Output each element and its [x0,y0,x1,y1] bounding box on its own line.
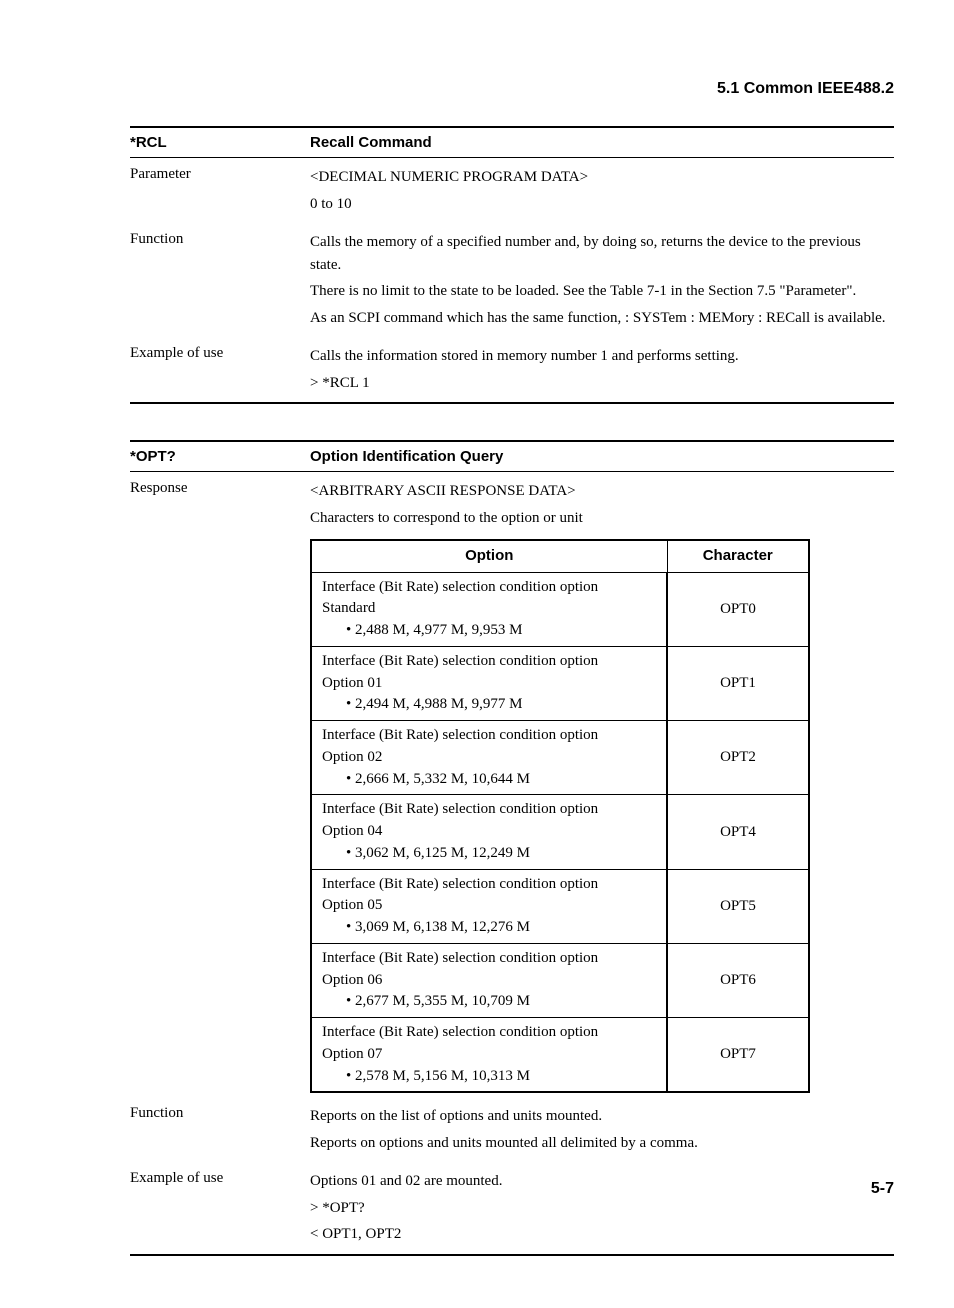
response-row: Response <ARBITRARY ASCII RESPONSE DATA>… [130,472,894,1097]
text-line: Characters to correspond to the option o… [310,507,894,530]
field-label: Parameter [130,166,310,183]
field-label: Function [130,231,310,248]
example-row: Example of use Options 01 and 02 are mou… [130,1162,894,1254]
section-header: 5.1 Common IEEE488.2 [130,80,894,98]
table-header: Option [311,540,667,572]
field-label: Function [130,1105,310,1122]
character-cell: OPT2 [667,721,809,795]
rule [130,402,894,404]
parameter-row: Parameter <DECIMAL NUMERIC PROGRAM DATA>… [130,158,894,223]
character-cell: OPT4 [667,795,809,869]
example-row: Example of use Calls the information sto… [130,337,894,402]
text-line: Option 02 [322,747,656,769]
character-cell: OPT0 [667,572,809,646]
field-value: Reports on the list of options and units… [310,1105,894,1158]
table-row: Interface (Bit Rate) selection condition… [311,1018,809,1093]
option-cell: Interface (Bit Rate) selection condition… [311,1018,667,1093]
option-cell: Interface (Bit Rate) selection condition… [311,572,667,646]
table-header: Character [667,540,809,572]
text-line: <DECIMAL NUMERIC PROGRAM DATA> [310,166,894,189]
text-line: Calls the memory of a specified number a… [310,231,894,276]
character-cell: OPT5 [667,869,809,943]
command-title-row: *OPT? Option Identification Query [130,442,894,471]
text-line: Options 01 and 02 are mounted. [310,1170,894,1193]
text-line: Reports on options and units mounted all… [310,1132,894,1155]
text-line: • 2,578 M, 5,156 M, 10,313 M [322,1066,656,1088]
page-number: 5-7 [871,1180,894,1198]
field-value: Options 01 and 02 are mounted. > *OPT? <… [310,1170,894,1250]
text-line: • 3,069 M, 6,138 M, 12,276 M [322,917,656,939]
text-line: Option 07 [322,1044,656,1066]
character-cell: OPT1 [667,646,809,720]
text-line: Interface (Bit Rate) selection condition… [322,874,656,896]
text-line: Interface (Bit Rate) selection condition… [322,799,656,821]
table-row: Interface (Bit Rate) selection condition… [311,721,809,795]
command-name: *RCL [130,134,310,151]
text-line: • 2,494 M, 4,988 M, 9,977 M [322,694,656,716]
text-line: > *RCL 1 [310,372,894,395]
text-line: Interface (Bit Rate) selection condition… [322,651,656,673]
text-line: < OPT1, OPT2 [310,1223,894,1246]
character-cell: OPT7 [667,1018,809,1093]
table-row: Interface (Bit Rate) selection condition… [311,572,809,646]
function-row: Function Calls the memory of a specified… [130,223,894,337]
command-title: Recall Command [310,134,894,151]
text-line: • 2,677 M, 5,355 M, 10,709 M [322,991,656,1013]
text-line: Standard [322,598,656,620]
table-header-row: Option Character [311,540,809,572]
field-value: Calls the information stored in memory n… [310,345,894,398]
option-table: Option Character Interface (Bit Rate) se… [310,539,810,1093]
text-line: Option 05 [322,895,656,917]
text-line: • 3,062 M, 6,125 M, 12,249 M [322,843,656,865]
table-row: Interface (Bit Rate) selection condition… [311,943,809,1017]
opt-command-block: *OPT? Option Identification Query Respon… [130,440,894,1256]
text-line: Option 01 [322,673,656,695]
text-line: • 2,666 M, 5,332 M, 10,644 M [322,769,656,791]
table-row: Interface (Bit Rate) selection condition… [311,795,809,869]
command-title-row: *RCL Recall Command [130,128,894,157]
field-value: <DECIMAL NUMERIC PROGRAM DATA> 0 to 10 [310,166,894,219]
function-row: Function Reports on the list of options … [130,1097,894,1162]
command-title: Option Identification Query [310,448,894,465]
text-line: • 2,488 M, 4,977 M, 9,953 M [322,620,656,642]
rule [130,1254,894,1256]
page: 5.1 Common IEEE488.2 *RCL Recall Command… [0,0,954,1308]
text-line: 0 to 10 [310,193,894,216]
command-name: *OPT? [130,448,310,465]
option-cell: Interface (Bit Rate) selection condition… [311,795,667,869]
text-line: Interface (Bit Rate) selection condition… [322,948,656,970]
field-value: <ARBITRARY ASCII RESPONSE DATA> Characte… [310,480,894,1093]
table-row: Interface (Bit Rate) selection condition… [311,869,809,943]
text-line: <ARBITRARY ASCII RESPONSE DATA> [310,480,894,503]
text-line: Interface (Bit Rate) selection condition… [322,725,656,747]
text-line: Option 04 [322,821,656,843]
option-cell: Interface (Bit Rate) selection condition… [311,721,667,795]
table-row: Interface (Bit Rate) selection condition… [311,646,809,720]
option-cell: Interface (Bit Rate) selection condition… [311,646,667,720]
character-cell: OPT6 [667,943,809,1017]
rcl-command-block: *RCL Recall Command Parameter <DECIMAL N… [130,126,894,404]
field-value: Calls the memory of a specified number a… [310,231,894,333]
text-line: > *OPT? [310,1197,894,1220]
field-label: Example of use [130,345,310,362]
text-line: As an SCPI command which has the same fu… [310,307,894,330]
text-line: Interface (Bit Rate) selection condition… [322,577,656,599]
text-line: There is no limit to the state to be loa… [310,280,894,303]
option-cell: Interface (Bit Rate) selection condition… [311,943,667,1017]
text-line: Reports on the list of options and units… [310,1105,894,1128]
text-line: Calls the information stored in memory n… [310,345,894,368]
text-line: Interface (Bit Rate) selection condition… [322,1022,656,1044]
text-line: Option 06 [322,970,656,992]
field-label: Response [130,480,310,497]
option-cell: Interface (Bit Rate) selection condition… [311,869,667,943]
field-label: Example of use [130,1170,310,1187]
